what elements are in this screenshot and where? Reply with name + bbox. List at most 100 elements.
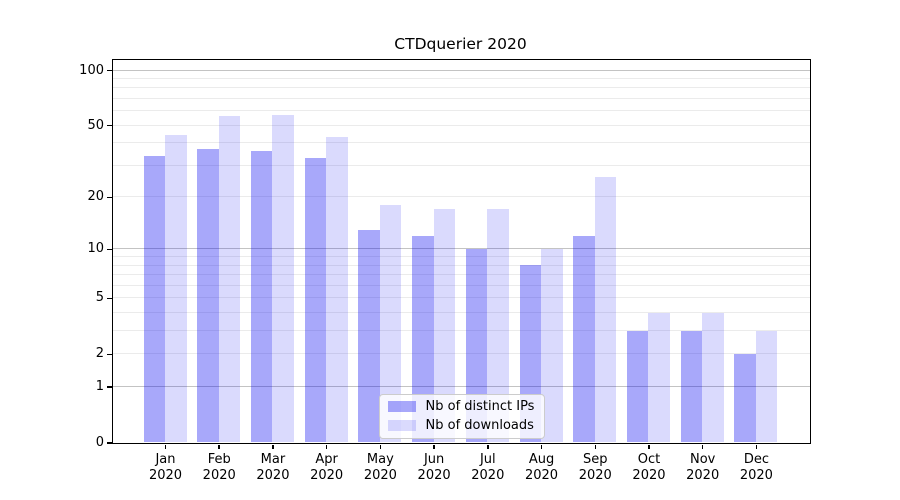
bar-downloads-7	[541, 248, 563, 443]
bar-downloads-1	[218, 116, 241, 443]
x-tick-label: Jul 2020	[460, 452, 516, 483]
y-tick	[107, 248, 112, 251]
x-tick-label-year: 2020	[310, 467, 344, 483]
gridline-minor	[112, 98, 810, 99]
gridline-major	[112, 248, 810, 250]
x-tick-label-year: 2020	[578, 467, 612, 483]
bar-downloads-8	[594, 176, 617, 443]
x-tick	[594, 444, 596, 449]
gridline-minor	[112, 264, 810, 266]
x-tick	[272, 444, 274, 449]
y-tick-label: 10	[87, 241, 104, 257]
bar-downloads-5	[433, 209, 456, 443]
bar-distinct-ips-8	[573, 235, 595, 443]
bar-distinct-ips-10	[680, 330, 703, 443]
x-tick-label-year: 2020	[524, 467, 559, 483]
x-tick-label: Feb 2020	[191, 452, 247, 483]
gridline-minor	[112, 142, 810, 144]
bar-distinct-ips-2	[250, 151, 273, 443]
legend-label-distinct-ips: Nb of distinct IPs	[425, 399, 535, 414]
gridline-minor	[112, 297, 810, 299]
x-tick-label-month: Nov	[690, 452, 716, 467]
bar-distinct-ips-11	[734, 353, 756, 443]
x-tick-label: May 2020	[352, 452, 408, 483]
y-tick	[107, 297, 112, 300]
x-tick-label-month: Jul	[479, 452, 496, 467]
y-tick-label: 2	[95, 346, 104, 362]
bar-downloads-6	[487, 209, 509, 443]
x-tick-label: Aug 2020	[514, 452, 570, 483]
legend: Nb of distinct IPs Nb of downloads	[378, 393, 545, 439]
x-tick	[487, 444, 489, 449]
bar-distinct-ips-9	[626, 330, 649, 443]
bar-downloads-0	[165, 135, 187, 443]
y-tick-label: 20	[87, 189, 104, 205]
x-tick	[325, 444, 328, 449]
bar-downloads-10	[702, 312, 724, 443]
x-tick-label: Jan 2020	[138, 452, 194, 483]
bar-distinct-ips-0	[143, 155, 165, 443]
gridline-minor	[112, 77, 810, 79]
x-tick-label-month: Jan	[155, 452, 176, 467]
legend-swatch-downloads	[387, 420, 416, 431]
bar-downloads-9	[648, 312, 670, 443]
x-tick-label: Nov 2020	[675, 452, 731, 483]
gridline-minor	[112, 87, 810, 89]
y-tick-label: 1	[95, 379, 104, 395]
x-tick	[379, 444, 382, 449]
y-tick	[107, 353, 112, 356]
x-tick-label-year: 2020	[148, 467, 183, 483]
x-tick-label: Oct 2020	[621, 452, 677, 483]
x-tick-label-month: Feb	[207, 452, 231, 467]
x-tick	[701, 444, 704, 449]
x-tick-label-year: 2020	[256, 467, 290, 483]
x-tick-label: Sep 2020	[567, 452, 623, 483]
gridline-minor	[112, 196, 810, 198]
gridline-minor	[112, 330, 810, 332]
legend-item-distinct-ips: Nb of distinct IPs	[387, 399, 536, 415]
gridline-minor	[112, 312, 810, 314]
x-tick-label: Jun 2020	[406, 452, 462, 483]
gridline-minor	[112, 284, 810, 286]
x-tick-label-year: 2020	[632, 467, 666, 483]
bar-distinct-ips-3	[304, 157, 327, 443]
x-tick-label-month: Oct	[637, 452, 661, 467]
y-tick-label: 50	[87, 117, 104, 133]
x-tick	[433, 444, 435, 449]
gridline-minor	[112, 256, 810, 258]
legend-label-downloads: Nb of downloads	[425, 418, 534, 433]
x-tick-label-month: Dec	[743, 452, 769, 467]
x-tick-label-year: 2020	[471, 467, 505, 483]
x-tick-label-year: 2020	[417, 467, 451, 483]
bar-downloads-3	[326, 137, 348, 443]
gridline-minor	[112, 124, 810, 126]
x-tick-label-year: 2020	[202, 467, 236, 483]
bar-downloads-4	[379, 204, 402, 443]
y-tick	[107, 69, 112, 72]
x-tick	[164, 444, 167, 449]
y-tick-label: 5	[95, 290, 104, 306]
y-tick	[107, 442, 112, 444]
bar-downloads-11	[755, 330, 778, 443]
gridline-major	[112, 69, 810, 71]
x-tick-label-month: Jun	[423, 452, 445, 467]
bar-distinct-ips-1	[197, 148, 219, 443]
x-tick-label-year: 2020	[739, 467, 773, 483]
y-tick	[107, 386, 112, 388]
plot-area: Nb of distinct IPs Nb of downloads	[111, 58, 811, 444]
gridline-minor	[112, 110, 810, 112]
gridline-minor	[112, 353, 810, 355]
x-tick-label-year: 2020	[686, 467, 720, 483]
x-tick	[218, 444, 220, 449]
x-tick-label-month: May	[366, 452, 394, 467]
chart-title: CTDquerier 2020	[394, 35, 527, 53]
x-tick-label-month: Apr	[315, 452, 338, 467]
x-tick-label-year: 2020	[363, 467, 397, 483]
y-tick-label: 100	[79, 62, 104, 78]
bar-distinct-ips-5	[412, 235, 434, 443]
bar-distinct-ips-4	[358, 229, 380, 443]
legend-item-downloads: Nb of downloads	[387, 418, 536, 434]
y-tick	[107, 196, 112, 199]
y-tick-label: 0	[95, 435, 104, 450]
